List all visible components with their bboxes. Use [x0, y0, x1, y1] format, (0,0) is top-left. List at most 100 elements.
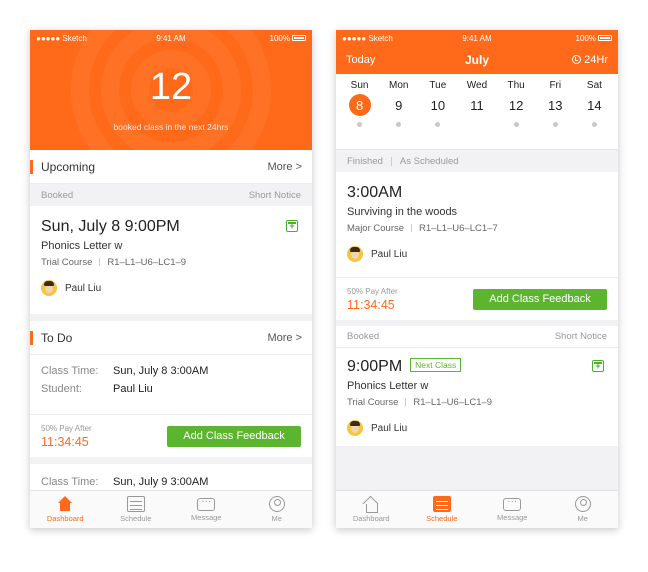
status-bar: ●●●●● Sketch 9:41 AM 100% [336, 30, 618, 46]
lesson-meta: Trial Course R1–L1–U6–LC1–9 [41, 257, 301, 268]
tab-label: Me [577, 514, 588, 523]
tab-label: Me [271, 514, 282, 523]
hero-banner: ●●●●● Sketch 9:41 AM 100% 12 booked clas… [30, 30, 312, 150]
lesson-type: Major Course [347, 223, 405, 234]
class-time-label: Class Time: [41, 476, 99, 488]
tab-label: Message [191, 512, 222, 522]
booked-label: Booked [347, 331, 380, 342]
today-button[interactable]: Today [346, 54, 376, 66]
booked-count: 12 [149, 66, 193, 108]
lesson-time-row: 9:00PM Next Class [347, 358, 607, 376]
booked-caption: booked class in the next 24hrs [113, 122, 229, 132]
tab-label: Dashboard [352, 514, 390, 523]
finished-pay-row: 50% Pay After 11:34:45 Add Class Feedbac… [336, 278, 618, 320]
add-class-feedback-button[interactable]: Add Class Feedback [167, 425, 301, 447]
week-strip: Sun 8 Mon 9 Tue 10 Wed 11 Thu 12 Fri 13 Sat 14 [336, 74, 618, 150]
schedule-screen: ●●●●● Sketch 9:41 AM 100% Today July 24H… [336, 30, 618, 528]
tab-bar: Dashboard Schedule Message Me [336, 490, 618, 528]
tab-label: Schedule [120, 514, 152, 523]
carrier-label: ●●●●● Sketch [36, 33, 87, 43]
clock-icon [572, 55, 582, 64]
schedule-header: ●●●●● Sketch 9:41 AM 100% Today July 24H… [336, 30, 618, 74]
tab-label: Dashboard [46, 514, 84, 523]
tab-schedule[interactable]: Schedule [101, 491, 172, 528]
teacher-name: Paul Liu [371, 422, 408, 434]
tab-label: Schedule [426, 514, 458, 523]
lesson-code: R1–L1–U6–LC1–9 [413, 397, 493, 408]
finished-subheader: Finished As Scheduled [336, 150, 618, 172]
add-to-calendar-icon[interactable] [286, 220, 298, 232]
calendar-icon [126, 496, 145, 512]
upcoming-more-link[interactable]: More > [267, 160, 302, 173]
week-day-sun[interactable]: Sun 8 [340, 74, 379, 149]
finished-lesson-card[interactable]: 3:00AM Surviving in the woods Major Cour… [336, 172, 618, 278]
class-time-value: Sun, July 8 3:00AM [113, 365, 209, 377]
pay-after-label: 50% Pay After [41, 423, 92, 433]
tab-me[interactable]: Me [242, 491, 313, 528]
home-icon [56, 496, 74, 512]
todo-card[interactable]: Class Time: Sun, July 8 3:00AM Student: Pa… [30, 355, 312, 415]
todo-pay-row: 50% Pay After 11:34:45 Add Class Feedbac… [30, 415, 312, 457]
pay-after-label: 50% Pay After [347, 286, 398, 296]
lesson-meta: Major Course R1–L1–U6–LC1–7 [347, 223, 607, 234]
tab-message[interactable]: Message [171, 491, 242, 528]
avatar [41, 280, 57, 296]
add-class-feedback-button[interactable]: Add Class Feedback [473, 288, 607, 310]
booked-lesson-card[interactable]: 9:00PM Next Class Phonics Letter w Trial … [336, 348, 618, 446]
short-notice-label: Short Notice [248, 189, 301, 201]
lesson-datetime: Sun, July 8 9:00PM [41, 218, 180, 235]
class-indicator-dot [396, 122, 402, 127]
next-class-badge: Next Class [410, 358, 462, 372]
dashboard-screen: ●●●●● Sketch 9:41 AM 100% 12 booked clas… [30, 30, 312, 528]
class-indicator-dot [552, 122, 558, 127]
lesson-type: Trial Course [347, 397, 399, 408]
24hr-label: 24Hr [584, 54, 608, 66]
tab-schedule[interactable]: Schedule [407, 491, 478, 528]
status-bar: ●●●●● Sketch 9:41 AM 100% [30, 30, 312, 46]
week-day-tue[interactable]: Tue 10 [418, 74, 457, 149]
battery-indicator: 100% [576, 34, 612, 43]
tab-message[interactable]: Message [477, 491, 548, 528]
lesson-code: R1–L1–U6–LC1–7 [419, 223, 498, 234]
week-day-thu[interactable]: Thu 12 [497, 74, 536, 149]
teacher-name: Paul Liu [371, 248, 408, 260]
class-time-value: Sun, July 9 3:00AM [113, 476, 209, 488]
day-date: 13 [548, 97, 563, 113]
pay-countdown: 11:34:45 [41, 434, 89, 449]
day-name: Fri [549, 80, 562, 91]
short-notice-label: Short Notice [554, 331, 607, 342]
nav-bar: Today July 24Hr [336, 46, 618, 74]
student-label: Student: [41, 383, 82, 395]
profile-icon [268, 496, 285, 512]
day-date: 10 [430, 97, 446, 113]
day-date: 9 [395, 97, 403, 113]
pay-countdown: 11:34:45 [347, 297, 395, 312]
class-indicator-dot [435, 122, 441, 127]
class-indicator-dot [591, 122, 597, 127]
booked-label: Booked [41, 189, 74, 201]
todo-more-link[interactable]: More > [267, 331, 302, 344]
day-date: 8 [348, 94, 371, 116]
day-name: Sat [586, 80, 602, 91]
week-day-wed[interactable]: Wed 11 [457, 74, 496, 149]
24hr-toggle[interactable]: 24Hr [572, 54, 608, 66]
class-indicator-dot [357, 122, 363, 127]
lesson-type: Trial Course [41, 257, 93, 268]
profile-icon [574, 496, 591, 512]
tab-dashboard[interactable]: Dashboard [336, 491, 407, 528]
upcoming-header: Upcoming More > [30, 150, 312, 184]
as-scheduled-status: As Scheduled [399, 155, 459, 167]
battery-label: 100% [575, 33, 596, 43]
add-to-calendar-icon[interactable] [592, 360, 604, 372]
week-day-mon[interactable]: Mon 9 [379, 74, 418, 149]
tab-me[interactable]: Me [548, 491, 619, 528]
upcoming-lesson-card[interactable]: Sun, July 8 9:00PM Phonics Letter w Tria… [30, 206, 312, 314]
week-day-sat[interactable]: Sat 14 [575, 74, 614, 149]
tab-dashboard[interactable]: Dashboard [30, 491, 101, 528]
lesson-time: 3:00AM [347, 184, 403, 201]
day-name: Wed [466, 80, 488, 91]
upcoming-title: Upcoming [41, 159, 96, 174]
day-name: Thu [507, 80, 525, 91]
day-date: 11 [470, 97, 484, 113]
week-day-fri[interactable]: Fri 13 [536, 74, 575, 149]
